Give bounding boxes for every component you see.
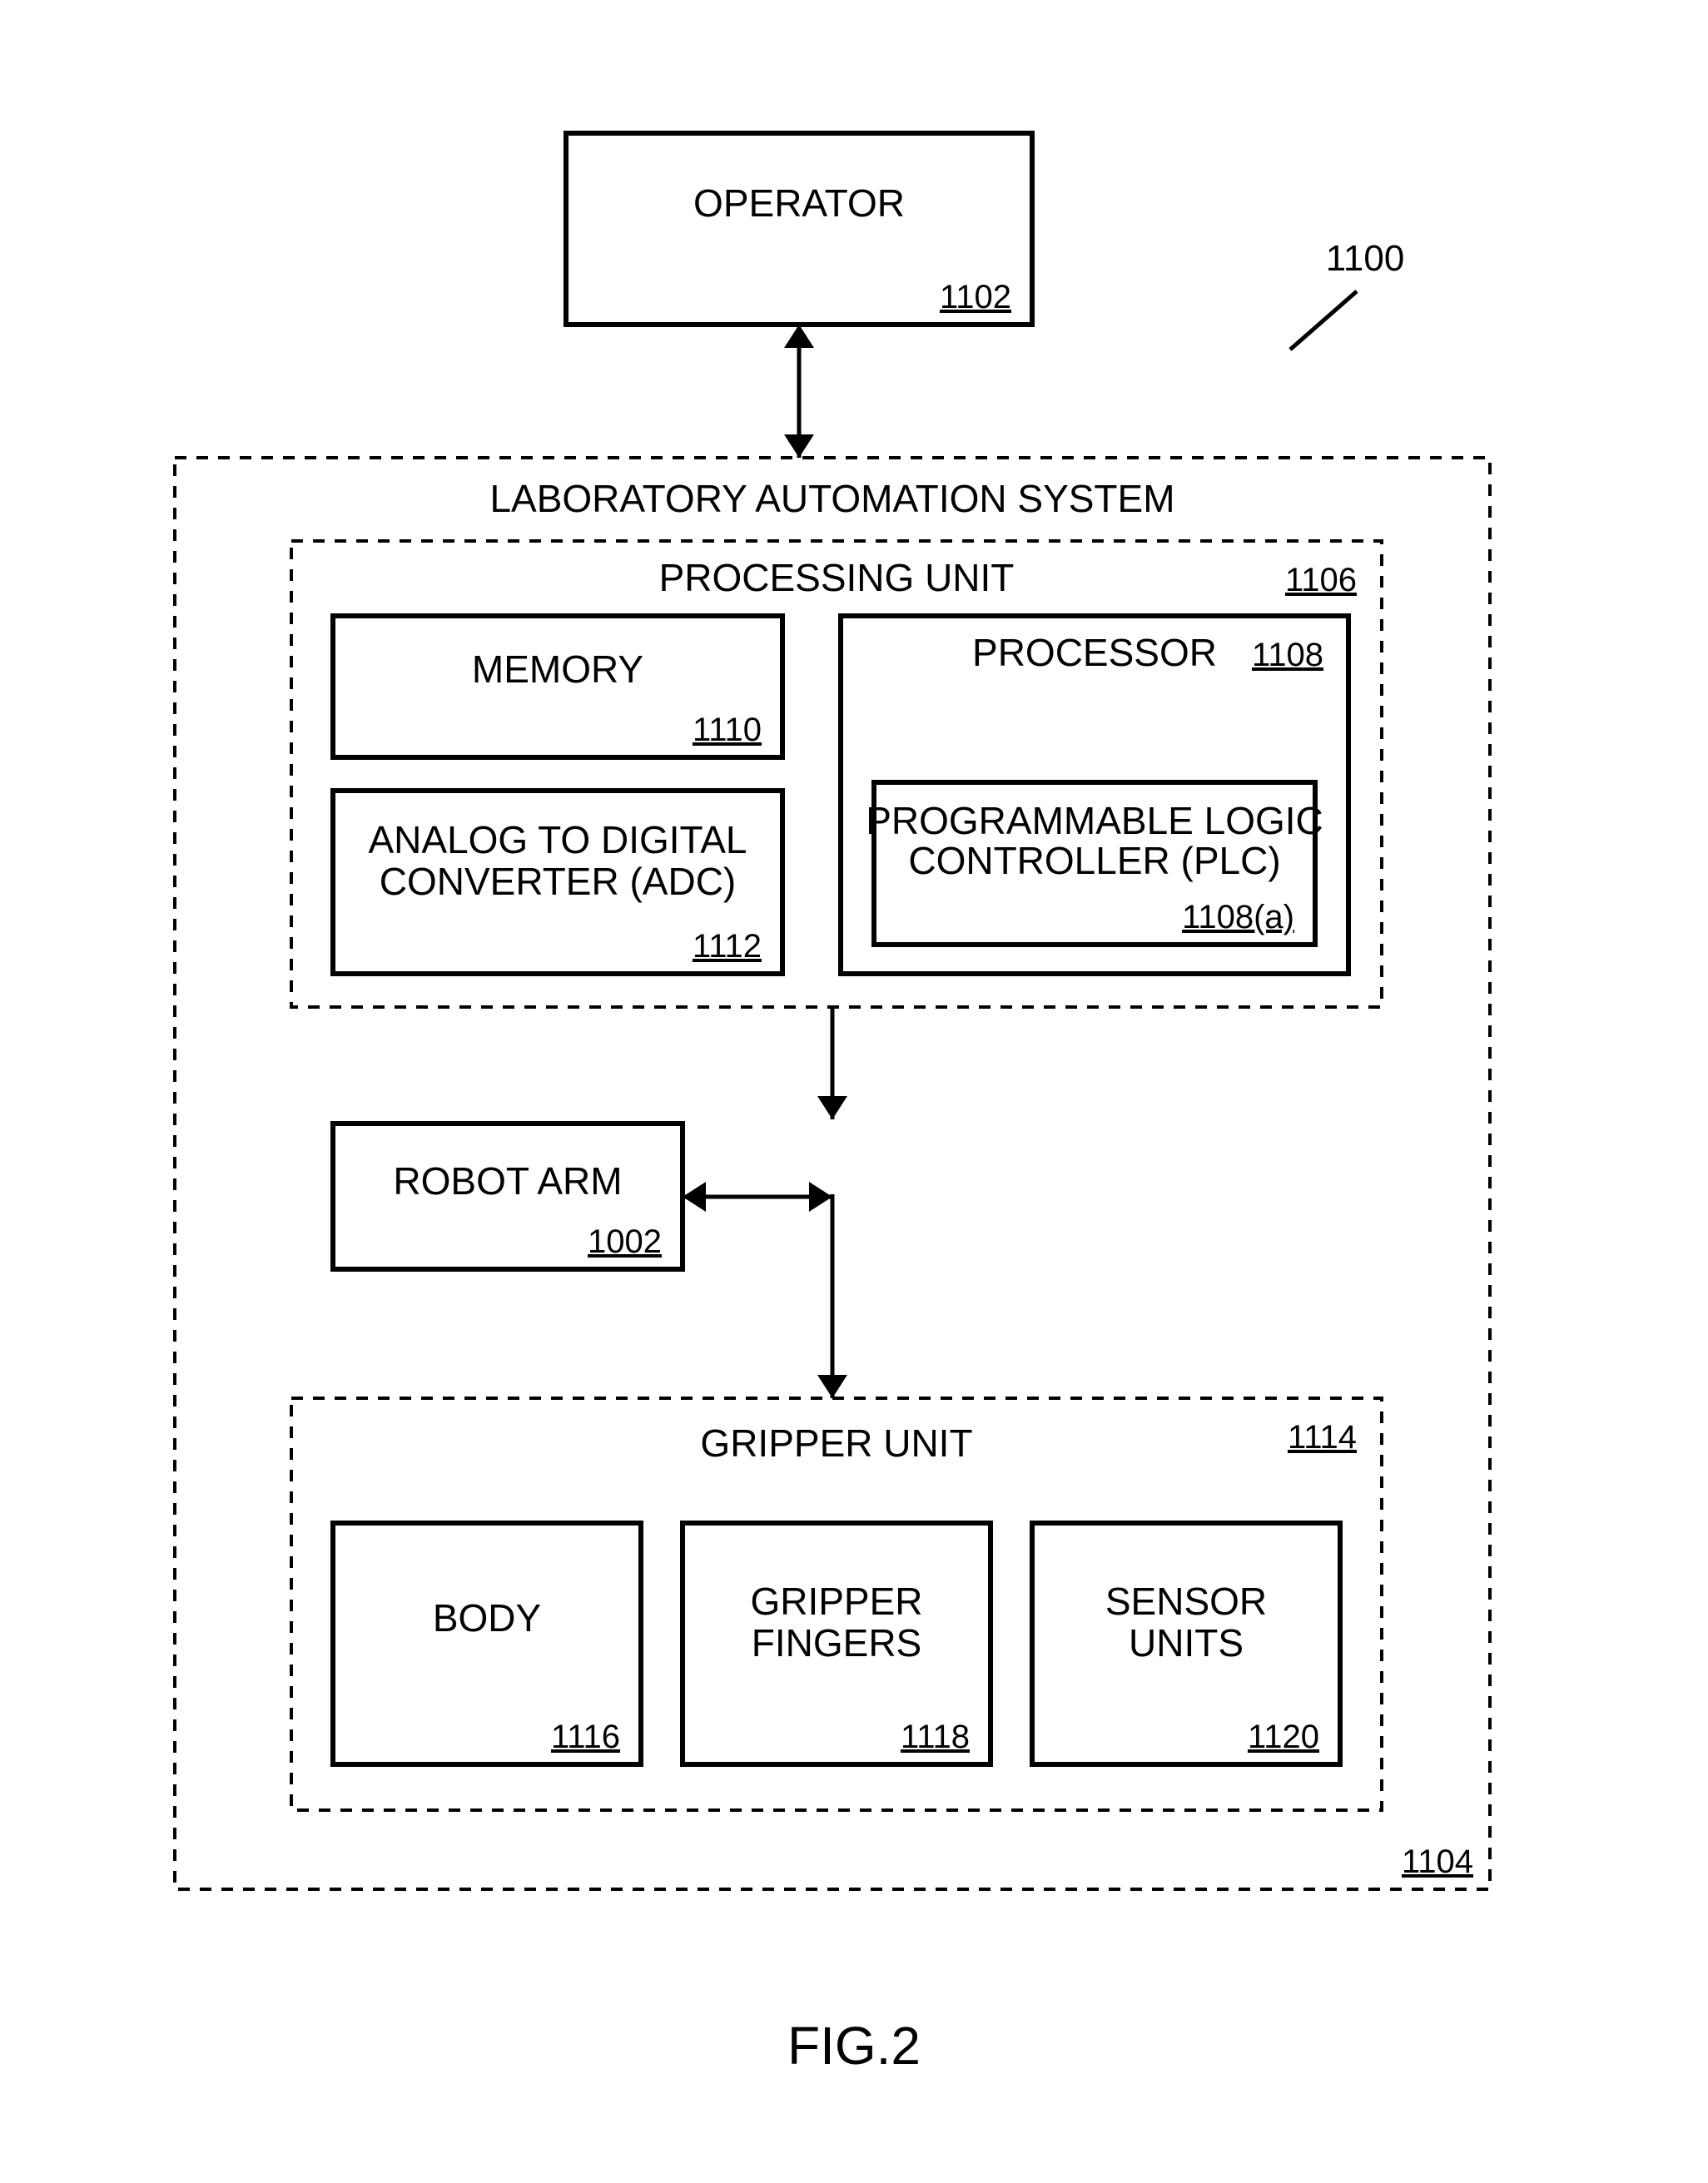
node-lab_system-label-0: LABORATORY AUTOMATION SYSTEM: [489, 477, 1174, 520]
node-adc-label-1: CONVERTER (ADC): [380, 860, 737, 903]
node-plc-label-0: PROGRAMMABLE LOGIC: [866, 799, 1323, 842]
node-sensor_units-label-0: SENSOR: [1105, 1580, 1267, 1623]
node-robot_arm-label-0: ROBOT ARM: [393, 1159, 622, 1203]
node-operator-ref: 1102: [940, 279, 1011, 315]
node-memory-ref: 1110: [693, 712, 762, 748]
node-body-label-0: BODY: [433, 1596, 541, 1640]
node-operator-label-0: OPERATOR: [693, 181, 905, 225]
node-adc-ref: 1112: [693, 928, 762, 965]
node-robot_arm-ref: 1002: [588, 1223, 662, 1260]
figure-label: FIG.2: [787, 2016, 921, 2076]
node-gripper_fingers-ref: 1118: [901, 1719, 970, 1755]
node-gripper_fingers-label-0: GRIPPER: [750, 1580, 922, 1623]
callout-ref: 1100: [1326, 238, 1405, 279]
node-processor-label-0: PROCESSOR: [972, 631, 1217, 674]
node-lab_system-ref: 1104: [1402, 1843, 1473, 1880]
node-gripper_unit-ref: 1114: [1288, 1419, 1357, 1456]
node-body-ref: 1116: [551, 1719, 620, 1755]
node-memory-label-0: MEMORY: [472, 647, 643, 691]
node-processor-ref: 1108: [1252, 637, 1323, 673]
node-adc-label-0: ANALOG TO DIGITAL: [368, 818, 747, 861]
node-plc-label-1: CONTROLLER (PLC): [908, 839, 1280, 882]
node-gripper_unit-label-0: GRIPPER UNIT: [700, 1421, 972, 1465]
node-sensor_units-label-1: UNITS: [1129, 1621, 1244, 1665]
node-sensor_units-ref: 1120: [1248, 1719, 1319, 1755]
node-gripper_fingers-label-1: FINGERS: [752, 1621, 921, 1665]
block-diagram: OPERATOR 1102 LABORATORY AUTOMATION SYSTEM…: [0, 0, 1708, 2183]
node-processing_unit-ref: 1106: [1285, 562, 1357, 598]
node-plc-ref: 1108(a): [1182, 899, 1294, 935]
node-processing_unit-label-0: PROCESSING UNIT: [659, 556, 1015, 599]
